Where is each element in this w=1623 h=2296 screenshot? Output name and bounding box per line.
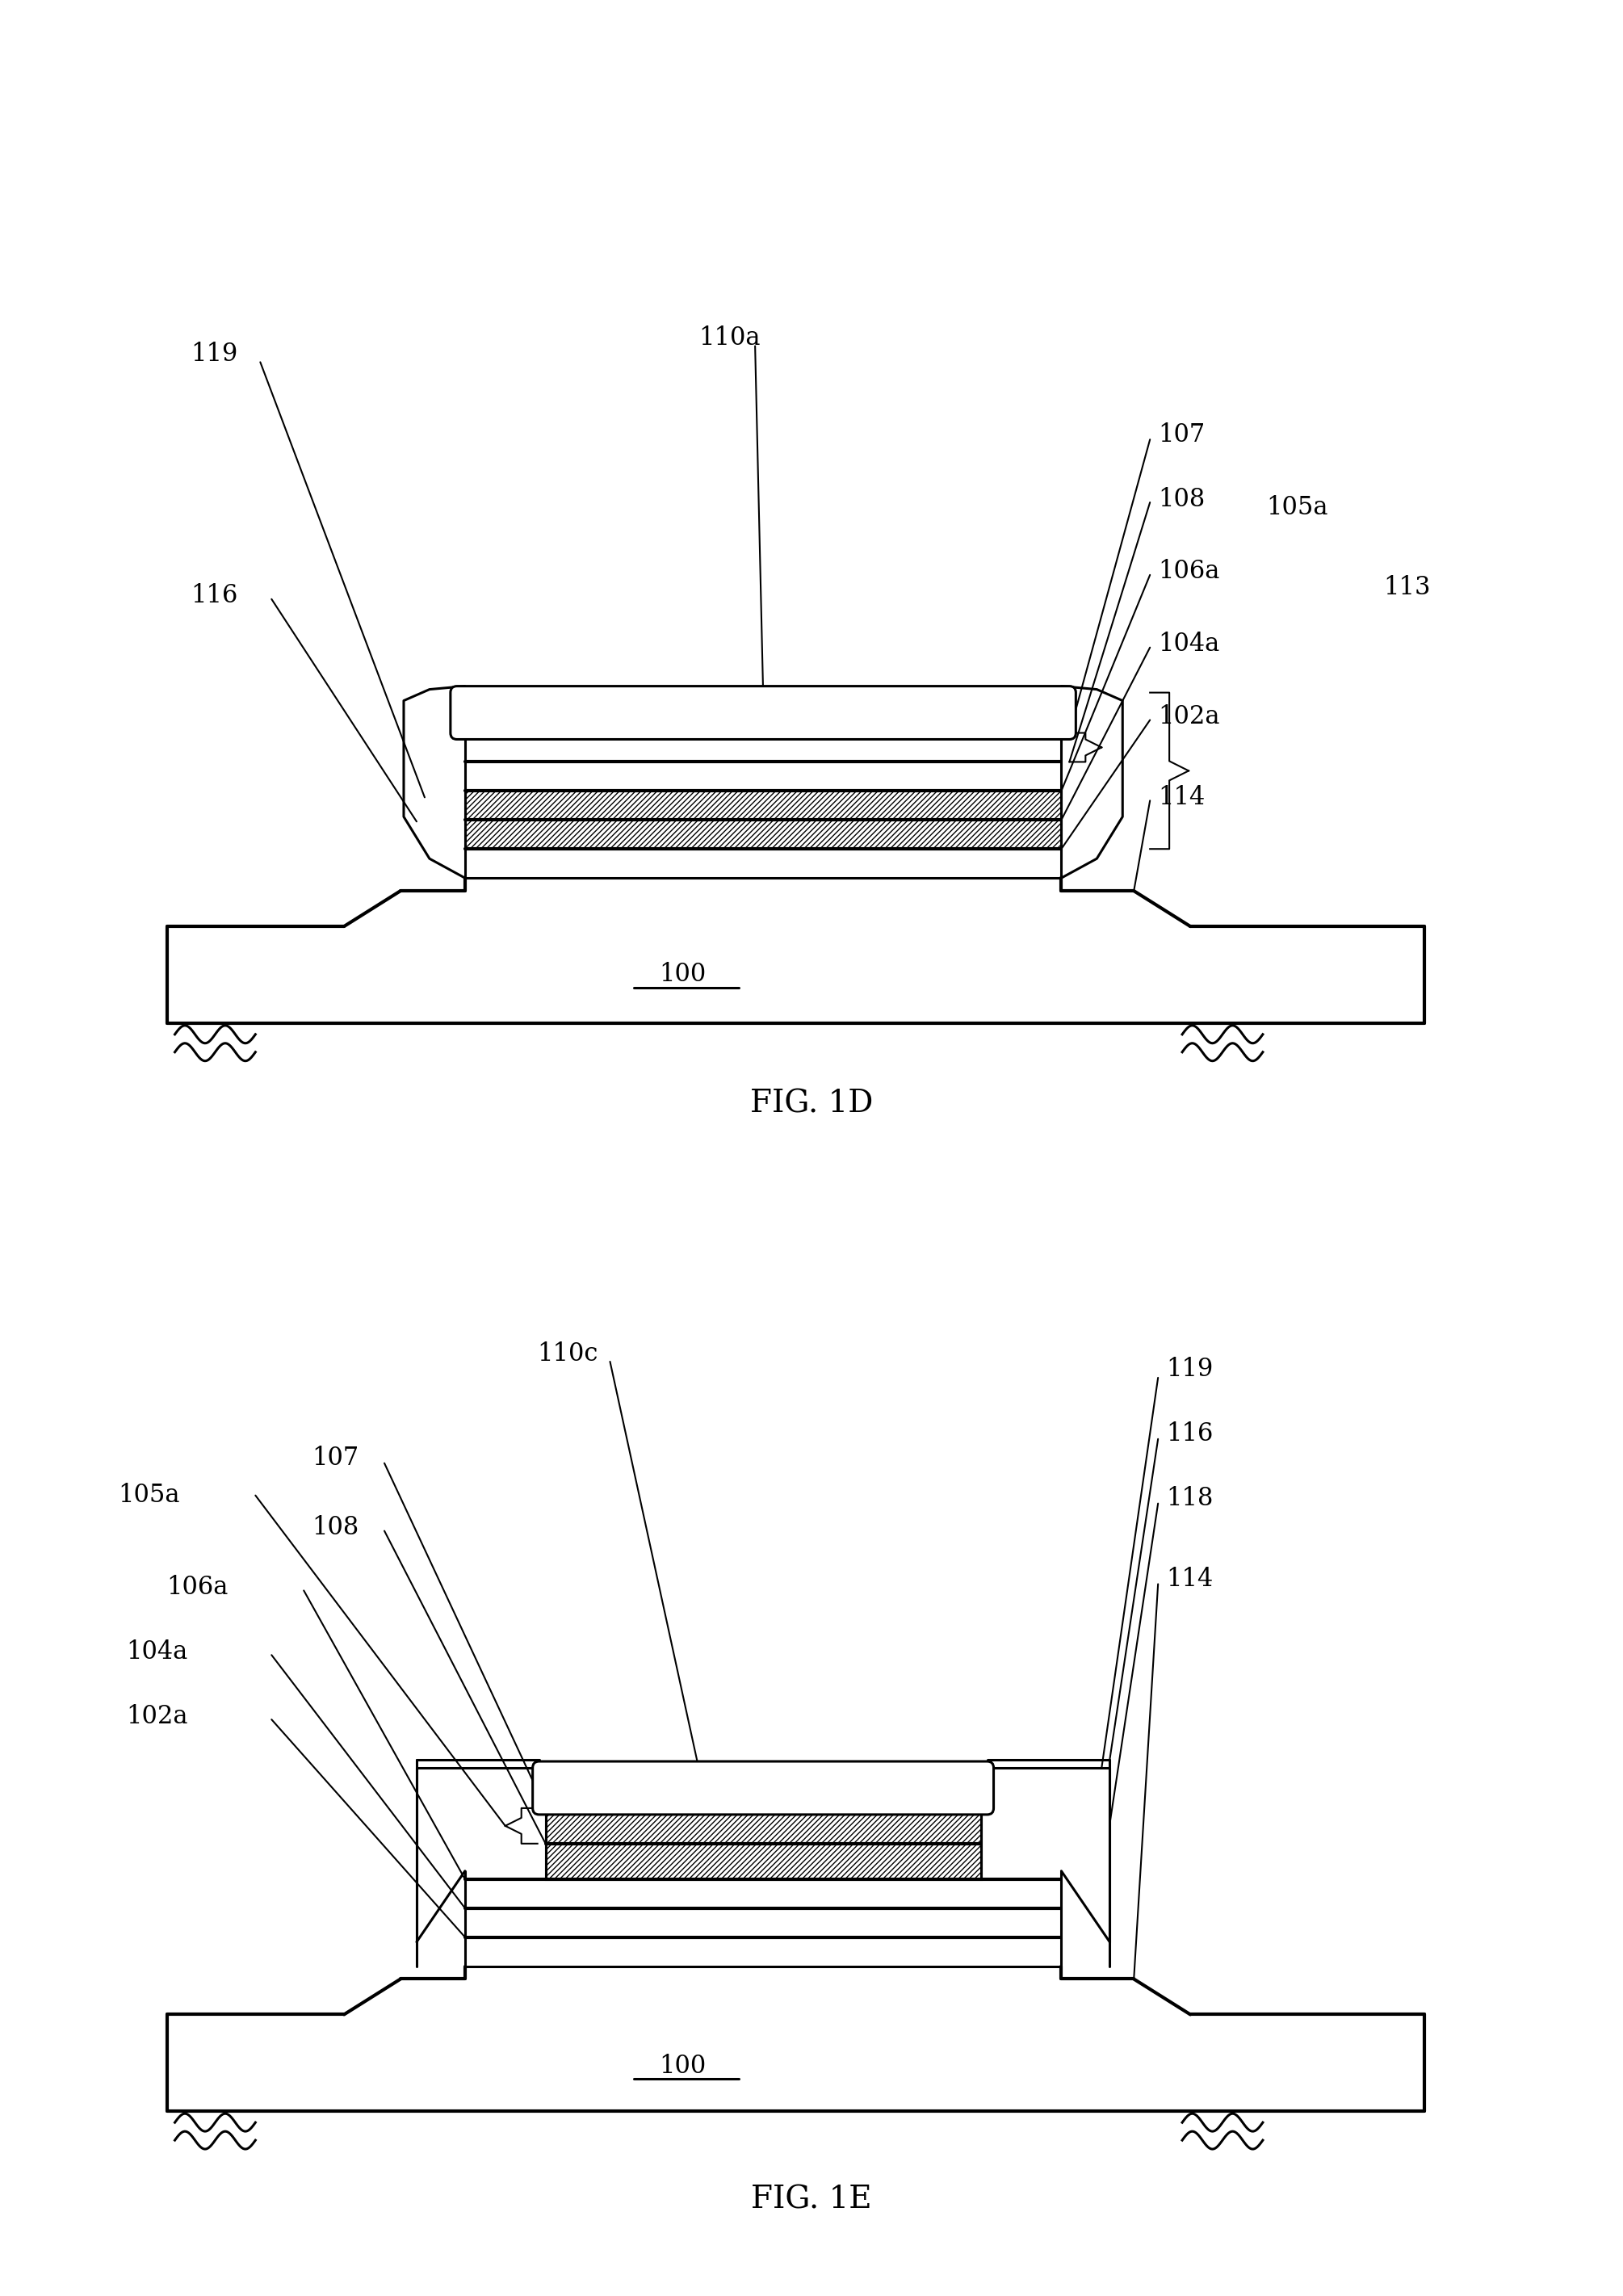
- Text: 106a: 106a: [1159, 560, 1220, 583]
- Text: 108: 108: [312, 1515, 359, 1541]
- Text: 102a: 102a: [127, 1704, 188, 1729]
- Text: 100: 100: [659, 962, 706, 987]
- Bar: [545, 1809, 980, 1878]
- Text: 119: 119: [1165, 1357, 1212, 1382]
- FancyBboxPatch shape: [532, 1761, 993, 1814]
- Bar: [464, 790, 1061, 850]
- Text: 106a: 106a: [167, 1575, 229, 1600]
- Text: 107: 107: [312, 1446, 359, 1472]
- Text: 114: 114: [1159, 785, 1204, 810]
- FancyBboxPatch shape: [451, 687, 1076, 739]
- Text: 108: 108: [1159, 487, 1204, 512]
- Text: 105a: 105a: [118, 1483, 180, 1508]
- Text: 116: 116: [1165, 1421, 1214, 1446]
- Text: 110c: 110c: [537, 1341, 599, 1366]
- Text: 116: 116: [192, 583, 239, 608]
- Text: 114: 114: [1165, 1566, 1212, 1591]
- Text: 118: 118: [1165, 1486, 1214, 1511]
- Text: 119: 119: [192, 342, 239, 367]
- Text: 102a: 102a: [1159, 705, 1220, 730]
- Text: 104a: 104a: [1159, 631, 1219, 657]
- Text: FIG. 1D: FIG. 1D: [750, 1088, 873, 1118]
- Text: 113: 113: [1384, 576, 1431, 599]
- Text: FIG. 1E: FIG. 1E: [751, 2186, 872, 2216]
- Text: 107: 107: [1159, 422, 1204, 448]
- Text: 100: 100: [659, 2053, 706, 2078]
- Text: 105a: 105a: [1266, 494, 1328, 519]
- Text: 110a: 110a: [698, 326, 761, 351]
- Text: 104a: 104a: [127, 1639, 188, 1665]
